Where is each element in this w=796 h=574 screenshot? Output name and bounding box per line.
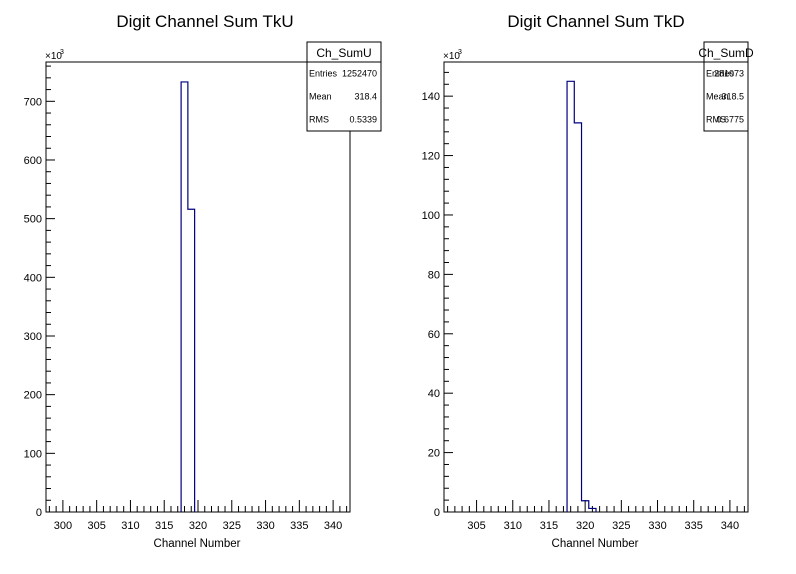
x-tick-label: 315 <box>540 520 558 532</box>
x-tick-label: 340 <box>721 520 739 532</box>
y-multiplier-exponent: 3 <box>458 49 462 56</box>
y-tick-label: 80 <box>428 269 440 281</box>
y-tick-label: 0 <box>434 507 440 519</box>
y-tick-label: 60 <box>428 329 440 341</box>
plot-frame <box>443 61 749 513</box>
x-tick-label: 335 <box>685 520 703 532</box>
x-axis-label: Channel Number <box>154 538 241 550</box>
x-tick-label: 325 <box>223 520 241 532</box>
x-tick-label: 315 <box>155 520 173 532</box>
histogram-bin <box>567 81 574 512</box>
y-tick-label: 20 <box>428 448 440 460</box>
plot-frame <box>45 61 351 513</box>
y-tick-label: 120 <box>422 151 440 163</box>
y-multiplier-label: ×10 <box>45 51 62 62</box>
stats-box <box>306 41 382 132</box>
x-tick-label: 310 <box>504 520 522 532</box>
histogram-bin <box>574 123 581 512</box>
stats-row-label: Entries <box>706 69 735 79</box>
y-tick-label: 700 <box>24 96 42 108</box>
stats-box <box>703 41 749 132</box>
stats-row-value: 1252470 <box>342 69 377 79</box>
y-tick-label: 200 <box>24 390 42 402</box>
y-tick-label: 40 <box>428 388 440 400</box>
x-tick-label: 305 <box>87 520 105 532</box>
stats-row-label: Entries <box>309 69 338 79</box>
stats-row-label: Mean <box>309 92 332 102</box>
chart-title: Digit Channel Sum TkD <box>507 12 684 31</box>
stats-row-value: 0.5339 <box>349 115 377 125</box>
y-tick-label: 600 <box>24 155 42 167</box>
stats-row-value: 318.4 <box>354 92 377 102</box>
x-tick-label: 335 <box>290 520 308 532</box>
stats-title: Ch_SumD <box>698 46 754 60</box>
y-tick-label: 500 <box>24 214 42 226</box>
x-tick-label: 320 <box>576 520 594 532</box>
y-tick-label: 300 <box>24 331 42 343</box>
x-tick-label: 330 <box>256 520 274 532</box>
histogram-bin <box>582 501 589 512</box>
y-tick-label: 400 <box>24 272 42 284</box>
y-tick-label: 100 <box>422 210 440 222</box>
x-tick-label: 330 <box>648 520 666 532</box>
x-tick-label: 305 <box>467 520 485 532</box>
y-tick-label: 100 <box>24 448 42 460</box>
histogram-series-line <box>566 80 597 512</box>
x-tick-label: 320 <box>189 520 207 532</box>
y-multiplier-label: ×10 <box>443 51 460 62</box>
y-tick-label: 140 <box>422 91 440 103</box>
x-tick-label: 310 <box>121 520 139 532</box>
stats-row-value: 318.5 <box>721 92 744 102</box>
stats-row-value: 281073 <box>714 69 744 79</box>
histogram-bin <box>589 508 596 512</box>
stats-row-label: RMS <box>309 115 329 125</box>
x-tick-label: 325 <box>612 520 630 532</box>
y-tick-label: 0 <box>36 507 42 519</box>
histogram-bin <box>188 209 195 512</box>
histogram-series-line <box>180 81 196 512</box>
stats-row-value: 0.6775 <box>716 115 744 125</box>
stats-row-label: Mean <box>706 92 729 102</box>
y-multiplier-exponent: 3 <box>60 49 64 56</box>
stats-title: Ch_SumU <box>316 46 371 60</box>
x-tick-label: 300 <box>54 520 72 532</box>
x-tick-label: 340 <box>324 520 342 532</box>
histogram-bin <box>181 82 188 512</box>
x-axis-label: Channel Number <box>552 538 639 550</box>
chart-title: Digit Channel Sum TkU <box>116 12 293 31</box>
stats-row-label: RMS <box>706 115 726 125</box>
